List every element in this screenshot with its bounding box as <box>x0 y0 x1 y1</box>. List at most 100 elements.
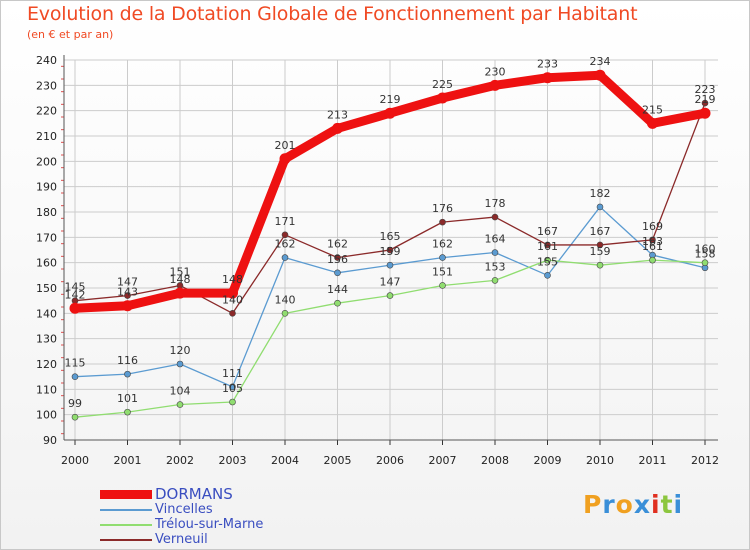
data-label: 176 <box>432 202 453 215</box>
y-tick-label: 180 <box>36 206 57 219</box>
legend-swatch-trelou <box>100 524 152 526</box>
data-point <box>544 241 551 249</box>
x-tick-label: 2003 <box>219 454 247 467</box>
data-point <box>281 231 289 239</box>
data-label: 158 <box>695 248 716 261</box>
data-label: 104 <box>170 385 191 398</box>
data-point <box>701 259 709 266</box>
y-tick-label: 140 <box>36 307 57 320</box>
data-point <box>596 203 604 211</box>
data-label: 120 <box>170 344 191 357</box>
proxiti-logo: Proxiti <box>583 490 683 519</box>
y-tick-label: 210 <box>36 130 57 143</box>
data-point <box>491 213 499 221</box>
x-tick-label: 2008 <box>481 454 509 467</box>
data-label: 233 <box>537 58 558 71</box>
data-label: 142 <box>65 288 86 301</box>
y-tick-label: 230 <box>36 79 57 92</box>
data-label: 215 <box>642 103 663 116</box>
data-point <box>71 413 79 421</box>
data-label: 162 <box>275 238 296 251</box>
axes: 90 100 110 120 130 140 150 160 170 180 190 200 210 22… <box>36 54 719 467</box>
data-point <box>647 117 658 129</box>
chart-title: Evolution de la Dotation Globale de Fonc… <box>27 3 638 25</box>
data-point <box>596 261 604 269</box>
data-point <box>122 300 133 312</box>
x-tick-label: 2000 <box>61 454 89 467</box>
data-point <box>229 310 236 317</box>
y-tick-label: 200 <box>36 155 57 168</box>
y-tick-label: 100 <box>36 409 57 422</box>
data-point <box>69 302 81 314</box>
data-point <box>437 92 448 104</box>
x-tick-label: 2006 <box>376 454 404 467</box>
data-point <box>281 310 289 317</box>
data-label: 145 <box>65 281 86 294</box>
data-label: 230 <box>485 65 506 78</box>
data-label: 143 <box>117 286 138 299</box>
data-label: 151 <box>170 265 191 278</box>
y-tick-label: 120 <box>36 358 57 371</box>
data-point <box>386 292 394 299</box>
data-label: 101 <box>117 392 138 405</box>
data-label: 147 <box>117 276 138 289</box>
logo-letter: P <box>583 490 603 519</box>
data-label: 182 <box>590 187 611 200</box>
x-tick-label: 2010 <box>586 454 614 467</box>
data-label: 162 <box>327 238 348 251</box>
logo-letter: i <box>673 490 684 519</box>
x-tick-label: 2002 <box>166 454 194 467</box>
data-point <box>334 269 341 277</box>
y-tick-label: 160 <box>36 257 57 270</box>
data-point <box>124 408 131 416</box>
y-tick-label: 90 <box>43 434 57 447</box>
data-point <box>384 107 396 119</box>
data-label: 167 <box>590 225 611 238</box>
x-tick-label: 2009 <box>534 454 562 467</box>
data-label: 155 <box>537 255 558 268</box>
data-label: 159 <box>590 245 611 258</box>
data-point <box>229 383 236 391</box>
data-label: 169 <box>642 220 663 233</box>
x-tick-label: 2012 <box>691 454 719 467</box>
data-label: 178 <box>485 197 506 210</box>
logo-letter: x <box>633 490 651 519</box>
data-point <box>386 246 394 254</box>
data-point <box>279 153 291 165</box>
data-point <box>439 254 446 261</box>
data-point <box>229 398 236 406</box>
data-point <box>649 256 656 264</box>
x-tick-label: 2011 <box>639 454 667 467</box>
data-label: 167 <box>537 225 558 238</box>
data-label: 162 <box>432 238 453 251</box>
data-label: 160 <box>695 243 716 256</box>
x-tick-label: 2004 <box>271 454 299 467</box>
data-label: 147 <box>380 276 401 289</box>
data-label: 223 <box>695 83 716 96</box>
y-tick-label: 220 <box>36 105 57 118</box>
data-label: 164 <box>485 233 506 246</box>
data-point <box>176 360 184 368</box>
legend-label-vincelles: Vincelles <box>155 502 213 517</box>
data-point <box>386 261 394 269</box>
data-label: 140 <box>275 293 296 306</box>
data-point <box>596 241 604 249</box>
data-point <box>489 79 501 91</box>
series <box>69 69 711 421</box>
data-point <box>649 236 656 244</box>
data-point <box>174 287 186 299</box>
data-point <box>439 282 446 289</box>
legend-swatch-dormans <box>100 490 152 499</box>
data-labels: 142 143 148 148 201 213 219 225 230 233 234 215 219 1… <box>65 55 716 410</box>
y-tick-label: 150 <box>36 282 57 295</box>
data-label: 161 <box>642 240 663 253</box>
data-label: 201 <box>275 139 296 152</box>
y-tick-label: 190 <box>36 181 57 194</box>
x-tick-label: 2005 <box>324 454 352 467</box>
y-tick-label: 110 <box>36 383 57 396</box>
data-label: 165 <box>380 230 401 243</box>
data-label: 99 <box>68 397 82 410</box>
logo-letter: r <box>602 490 616 519</box>
